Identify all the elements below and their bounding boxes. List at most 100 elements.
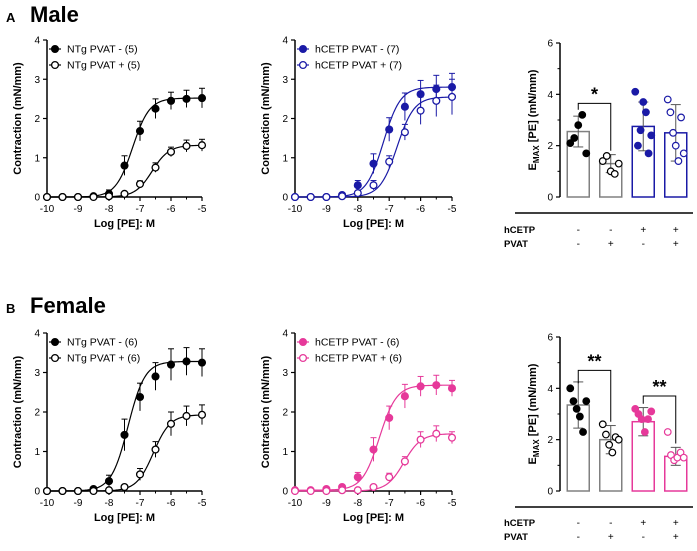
data-point [104, 486, 114, 495]
data-point [338, 192, 347, 201]
data-point [353, 189, 362, 198]
data-point [73, 192, 83, 202]
individual-point [644, 415, 652, 424]
hcetp-value: - [609, 518, 612, 529]
pvat-value: - [577, 532, 580, 543]
data-point [104, 477, 114, 486]
individual-point [644, 149, 653, 158]
y-tick-label: 3 [282, 75, 288, 86]
data-point [369, 159, 378, 168]
pvat-value: - [642, 532, 645, 543]
x-tick-label: -9 [322, 498, 331, 509]
x-tick-label: -6 [416, 204, 425, 215]
data-point [104, 192, 114, 201]
y-axis-label: Contraction (mN/mm) [260, 62, 272, 175]
chart-female-ntg: 0 1 2 3 4 -10 -9 -8 -7 -6 -5 Log [PE]: M Contraction… [12, 329, 207, 525]
hcetp-value: - [577, 518, 580, 529]
data-point [135, 470, 145, 479]
x-tick-label: -5 [448, 498, 457, 509]
legend-entry: NTg PVAT - (5) [67, 44, 138, 56]
data-point [89, 486, 98, 496]
individual-point [598, 420, 607, 429]
row-label-hcetp: hCETP [504, 225, 536, 236]
data-point [197, 410, 207, 419]
data-point [385, 157, 394, 166]
legend-marker [50, 44, 60, 54]
significance-bracket [642, 395, 677, 444]
individual-point [647, 407, 656, 416]
individual-point [602, 152, 611, 160]
x-tick-label: -9 [74, 498, 83, 509]
legend-marker [50, 353, 60, 363]
individual-point [608, 448, 617, 457]
legend-marker [298, 353, 308, 363]
data-point [120, 161, 129, 170]
data-point [197, 358, 207, 367]
data-point [447, 384, 457, 393]
x-axis-label: Log [PE]: M [343, 512, 404, 524]
individual-point [579, 428, 587, 436]
individual-point [634, 141, 642, 150]
data-point [306, 192, 315, 202]
pvat-value: + [608, 239, 614, 250]
hcetp-value: + [673, 518, 679, 529]
x-tick-label: -5 [198, 498, 207, 509]
data-point [135, 127, 145, 136]
x-tick-label: -10 [40, 498, 55, 509]
individual-point [578, 110, 587, 119]
data-point [58, 192, 67, 202]
legend-entry: NTg PVAT + (5) [67, 60, 140, 72]
data-point [432, 429, 441, 438]
individual-point [679, 453, 688, 462]
individual-point [666, 108, 675, 117]
data-point [306, 486, 315, 496]
y-tick-label: 1 [34, 447, 40, 458]
legend-entry: NTg PVAT - (6) [67, 337, 138, 349]
individual-point [647, 131, 656, 140]
data-point [369, 445, 378, 454]
hcetp-value: + [640, 518, 646, 529]
individual-point [640, 428, 649, 436]
individual-point [669, 128, 677, 137]
x-tick-label: -8 [105, 498, 114, 509]
y-tick-label: 1 [34, 153, 40, 164]
row-label-pvat: PVAT [504, 532, 528, 543]
legend-marker [50, 337, 60, 347]
y-tick-label: 4 [34, 329, 40, 340]
individual-point [631, 87, 640, 96]
chart-female-emax: 0 2 4 6 EMAX [PE] (mN/mm) - - - + + - + + ** ** hCETP PV… [504, 333, 693, 543]
legend-marker [298, 60, 308, 70]
y-tick-label: 1 [282, 153, 288, 164]
individual-point [605, 440, 614, 449]
data-point [369, 482, 378, 492]
legend-entry: hCETP PVAT - (6) [315, 337, 399, 349]
pvat-value: - [577, 239, 580, 250]
y-tick-label: 0 [547, 487, 553, 498]
panel-label-a: A [6, 10, 16, 25]
individual-point [569, 397, 578, 406]
data-point [353, 181, 362, 190]
data-point [353, 486, 362, 495]
y-tick-label: 2 [34, 408, 40, 419]
x-tick-label: -8 [353, 498, 362, 509]
data-point [58, 486, 67, 496]
data-point [385, 125, 394, 134]
data-point [166, 419, 176, 428]
y-tick-label: 0 [547, 193, 553, 204]
y-axis-label: Contraction (mN/mm) [260, 355, 272, 468]
data-point [400, 128, 409, 137]
x-tick-label: -10 [40, 204, 55, 215]
y-axis-label: EMAX [PE] (mN/mm) [527, 363, 541, 464]
data-point [166, 360, 176, 369]
individual-point [663, 428, 672, 436]
y-tick-label: 2 [547, 141, 553, 152]
data-point [151, 445, 160, 454]
data-point [182, 94, 191, 103]
y-tick-label: 3 [34, 75, 40, 86]
data-point [120, 189, 129, 198]
legend-entry: hCETP PVAT + (7) [315, 60, 402, 72]
individual-point [637, 415, 646, 424]
data-point [338, 486, 347, 495]
row-label-pvat: PVAT [504, 239, 528, 250]
data-point [135, 392, 145, 402]
